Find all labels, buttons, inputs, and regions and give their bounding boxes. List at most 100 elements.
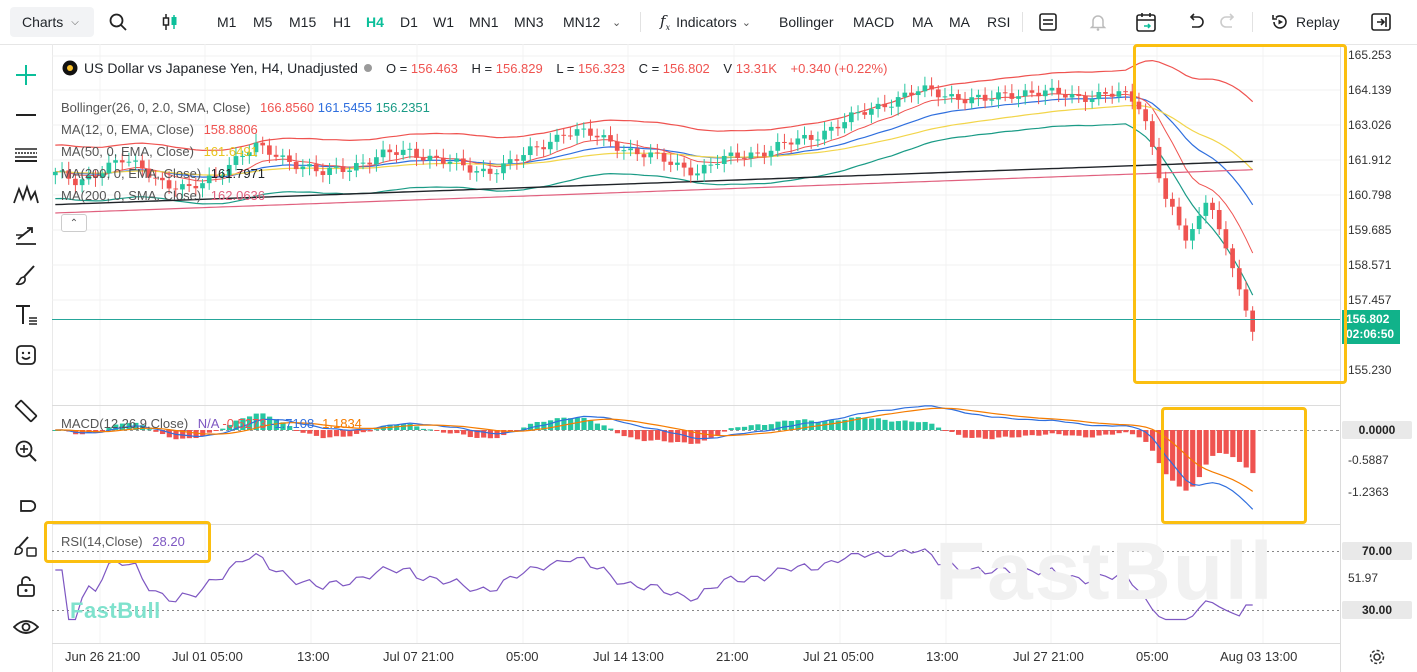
candle-body (675, 162, 680, 165)
erase-drawings-icon[interactable] (12, 532, 40, 560)
timeframe-mn12[interactable]: MN12 (563, 14, 601, 30)
macd-histogram-bar (394, 425, 400, 430)
ma200-sma-line (55, 169, 1253, 214)
macd-signal-line (55, 407, 1254, 492)
macd-histogram-bar (360, 430, 366, 433)
macd-histogram-bar (889, 421, 895, 430)
candle-body (835, 126, 841, 129)
candle-body (748, 152, 754, 159)
macd-histogram-bar (634, 430, 641, 440)
fullscreen-exit-icon[interactable] (1370, 0, 1392, 44)
quick-indicator-ma[interactable]: MA (912, 14, 933, 30)
macd-histogram-bar (1069, 430, 1075, 436)
candle-body (273, 154, 279, 157)
macd-histogram-bar (113, 424, 119, 430)
quick-indicator-ma-2[interactable]: MA (949, 14, 970, 30)
macd-histogram-bar (1076, 430, 1082, 436)
projection-icon[interactable] (12, 221, 40, 249)
candle-body (601, 135, 607, 138)
ma200-sma-legend[interactable]: MA(200, 0, SMA, Close) 162.0636 (61, 188, 265, 203)
emoji-icon[interactable] (12, 341, 40, 369)
timeframe-h4[interactable]: H4 (366, 14, 384, 30)
crosshair-icon[interactable] (12, 61, 40, 89)
ma50-legend[interactable]: MA(50, 0, EMA, Close) 161.6491 (61, 144, 258, 159)
macd-legend[interactable]: MACD(12,26,9,Close) N/A -0.5273 -1.7108 … (61, 416, 362, 431)
macd-histogram-bar (728, 428, 734, 430)
candle-body (741, 157, 747, 159)
timeframe-mn3[interactable]: MN3 (514, 14, 544, 30)
alert-bell-icon[interactable] (1088, 0, 1108, 44)
macd-histogram-bar (260, 413, 266, 430)
candle-body (1143, 109, 1148, 122)
candle-body (146, 168, 152, 178)
fibonacci-icon[interactable] (12, 141, 40, 169)
candle-body (1056, 87, 1062, 95)
pattern-icon[interactable] (12, 181, 40, 209)
macd-histogram-bar (802, 419, 808, 430)
timeframe-m1[interactable]: M1 (217, 14, 237, 30)
macd-histogram-bar (541, 421, 547, 430)
macd-histogram-bar (942, 430, 948, 431)
timeframe-m15[interactable]: M15 (289, 14, 317, 30)
magnet-icon[interactable] (12, 492, 40, 520)
candle-body (875, 103, 881, 110)
calendar-icon[interactable] (1135, 0, 1157, 44)
brush-icon[interactable] (12, 261, 40, 289)
candle-body (340, 166, 346, 173)
candle-type-icon[interactable] (160, 0, 180, 44)
macd-histogram-bar (641, 430, 647, 442)
zoom-in-icon[interactable] (12, 437, 40, 465)
trend-line-icon[interactable] (12, 101, 40, 129)
timeframe-more-chevron-icon[interactable]: ⌄ (612, 16, 622, 29)
macd-tick: -0.5887 (1348, 453, 1389, 467)
visibility-eye-icon[interactable] (12, 613, 40, 641)
timeframe-m5[interactable]: M5 (253, 14, 273, 30)
timeframe-mn1[interactable]: MN1 (469, 14, 499, 30)
price-tick: 164.139 (1348, 83, 1392, 97)
macd-name: MACD(12,26,9,Close) (61, 416, 189, 431)
timeframe-d1[interactable]: D1 (400, 14, 418, 30)
timeframe-w1[interactable]: W1 (433, 14, 454, 30)
replay-button[interactable]: Replay (1270, 0, 1340, 44)
quick-indicator-rsi[interactable]: RSI (987, 14, 1011, 30)
macd-histogram-bar (1096, 430, 1102, 436)
macd-histogram-bar (233, 420, 239, 430)
candle-body (695, 173, 700, 176)
redo-icon[interactable] (1218, 0, 1238, 44)
price-tick: 158.571 (1348, 258, 1392, 272)
text-tool-icon[interactable] (12, 301, 40, 329)
collapse-legend-chevron-icon[interactable]: ⌃ (61, 214, 87, 232)
undo-icon[interactable] (1186, 0, 1206, 44)
macd-histogram-bar (467, 430, 473, 438)
ruler-icon[interactable] (12, 397, 40, 425)
timeframe-h1[interactable]: H1 (333, 14, 351, 30)
candle-body (982, 94, 988, 101)
lock-drawings-icon[interactable] (12, 572, 40, 600)
quick-indicator-bollinger[interactable]: Bollinger (779, 14, 834, 30)
rsi-legend[interactable]: RSI(14,Close) 28.20 (61, 534, 185, 549)
indicators-button[interactable]: fx Indicators ⌄ (660, 0, 751, 44)
search-icon[interactable] (108, 0, 128, 44)
chart-grid (52, 44, 1340, 643)
macd-histogram-bar (547, 420, 554, 430)
macd-histogram-bar (1210, 430, 1216, 456)
candle-body (126, 161, 132, 163)
ma12-legend[interactable]: MA(12, 0, EMA, Close) 158.8806 (61, 122, 258, 137)
macd-histogram-bar (340, 430, 346, 437)
time-tick: 13:00 (297, 649, 330, 664)
macd-histogram-bar (106, 427, 112, 430)
macd-histogram-bar (146, 429, 152, 431)
macd-histogram-bar (996, 430, 1002, 438)
charts-menu-button[interactable]: Charts ⌵ (10, 7, 94, 37)
quick-indicator-macd[interactable]: MACD (853, 14, 895, 30)
macd-histogram-bar (895, 421, 901, 430)
candle-body (588, 128, 593, 136)
layout-template-icon[interactable] (1038, 0, 1058, 44)
ma200-ema-legend[interactable]: MA(200, 0, EMA, Close) 161.7971 (61, 166, 265, 181)
candle-body (862, 112, 868, 115)
candle-body (180, 184, 185, 190)
bollinger-middle-line (55, 96, 1254, 206)
chart-settings-gear-icon[interactable] (1368, 648, 1386, 671)
bollinger-legend[interactable]: Bollinger(26, 0, 2.0, SMA, Close) 166.85… (61, 100, 430, 115)
